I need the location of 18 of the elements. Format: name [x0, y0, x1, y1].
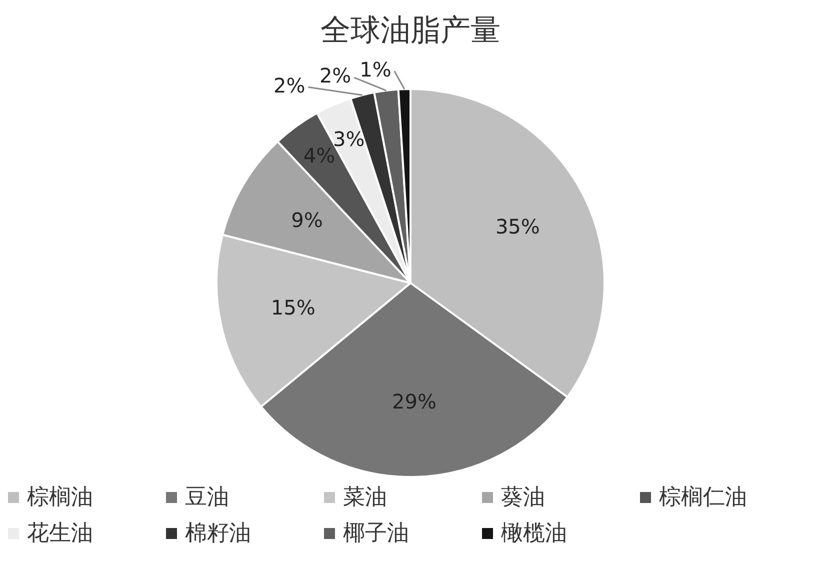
data-label: 35%: [495, 214, 540, 239]
data-label: 9%: [291, 208, 323, 232]
data-label: 2%: [274, 73, 306, 98]
legend-label: 橄榄油: [501, 520, 567, 548]
data-label: 3%: [332, 126, 365, 151]
data-label: 29%: [392, 389, 437, 414]
chart-title: 全球油脂产量: [320, 12, 500, 48]
legend-label: 椰子油: [343, 520, 409, 548]
data-label: 2%: [319, 64, 352, 88]
data-label: 15%: [270, 295, 316, 320]
legend-label: 葵油: [501, 484, 545, 512]
legend-label: 豆油: [185, 484, 229, 512]
legend-label: 花生油: [27, 520, 93, 548]
legend-label: 棕榈油: [27, 484, 93, 512]
legend-label: 棕榈仁油: [659, 484, 747, 512]
legend-label: 棉籽油: [185, 520, 251, 548]
data-label: 1%: [360, 57, 392, 82]
legend-label: 菜油: [343, 484, 387, 512]
